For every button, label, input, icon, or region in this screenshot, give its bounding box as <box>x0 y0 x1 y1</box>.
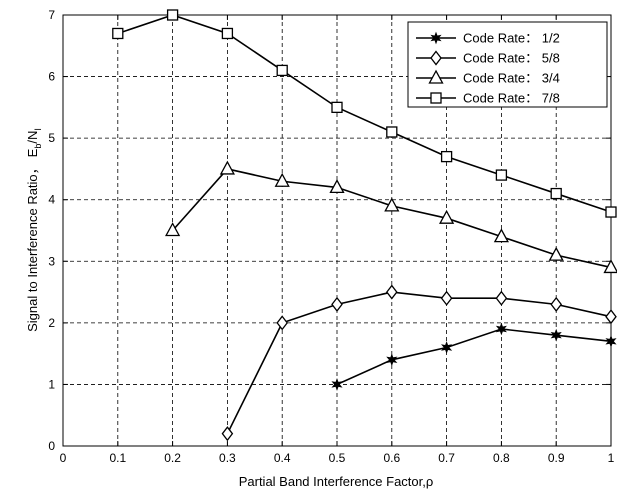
legend-label: Code Rate： 1/2 <box>463 31 560 46</box>
data-point-star <box>605 334 617 348</box>
data-point-square <box>386 126 398 138</box>
data-point-triangle <box>274 172 290 187</box>
y-tick-label: 5 <box>48 131 55 145</box>
series-line <box>336 328 612 386</box>
series-line <box>117 14 612 213</box>
series-square <box>112 9 617 218</box>
data-point-triangle <box>493 228 509 243</box>
data-point-square <box>166 9 179 21</box>
x-tick-label: 0.6 <box>383 451 400 465</box>
data-point-triangle <box>384 197 400 212</box>
data-point-square <box>495 169 508 181</box>
x-tick-label: 0.9 <box>548 451 565 465</box>
y-axis-symbol-i: I <box>33 128 43 131</box>
legend-item: Code Rate： 1/2 <box>416 31 560 46</box>
data-point-square <box>331 101 343 114</box>
y-tick-label: 2 <box>48 316 55 330</box>
series-line <box>226 291 612 435</box>
data-point-diamond <box>605 309 617 325</box>
series-star <box>331 322 617 391</box>
data-point-triangle <box>548 246 564 261</box>
x-tick-label: 0.8 <box>493 451 510 465</box>
data-point-square <box>221 27 234 40</box>
data-point-square <box>440 150 453 163</box>
data-point-diamond <box>550 296 563 312</box>
axis-ticks: 0 0.1 0.2 0.3 0.4 0.5 0.6 0.7 0.8 0.9 1 0 1 2 3 4 5 6 7 <box>48 8 614 465</box>
series-triangle <box>165 160 617 274</box>
data-point-triangle <box>603 259 617 274</box>
legend-label: Code Rate： 7/8 <box>463 91 560 106</box>
grid-lines <box>63 15 611 446</box>
legend-marker-diamond <box>430 50 442 66</box>
data-point-square <box>605 206 617 218</box>
y-axis-symbol-slash-n: /N <box>25 131 40 144</box>
legend-label: Code Rate： 5/8 <box>463 51 560 66</box>
y-tick-label: 0 <box>48 439 55 453</box>
data-point-square <box>550 187 562 200</box>
y-tick-label: 6 <box>48 70 55 84</box>
y-tick-label: 1 <box>48 377 55 391</box>
legend-marker-star <box>430 31 442 45</box>
x-tick-label: 0.1 <box>109 451 126 465</box>
data-point-star <box>386 353 398 367</box>
data-point-square <box>276 64 288 77</box>
y-tick-label: 7 <box>48 8 55 22</box>
legend-item: Code Rate： 5/8 <box>416 50 560 66</box>
x-tick-label: 0.5 <box>329 451 346 465</box>
series-layer <box>112 9 617 442</box>
data-point-diamond <box>221 426 234 442</box>
data-point-square <box>112 27 124 40</box>
data-point-diamond <box>385 284 398 300</box>
x-tick-label: 0.4 <box>274 451 291 465</box>
y-tick-label: 3 <box>48 254 55 268</box>
legend-marker-triangle <box>428 69 444 84</box>
data-point-diamond <box>276 315 289 331</box>
y-axis-symbol-b: b <box>33 144 43 149</box>
x-axis-label: Partial Band Interference Factor,ρ <box>239 474 434 489</box>
y-axis-label-main: Signal to Interference Ratio， <box>25 161 40 332</box>
x-tick-label: 0.7 <box>438 451 455 465</box>
data-point-triangle <box>439 209 455 224</box>
series-diamond <box>221 284 617 442</box>
legend: Code Rate： 1/2 Code Rate： 5/8 Code Rate： 3… <box>407 21 608 108</box>
x-tick-label: 1 <box>608 451 615 465</box>
data-point-star <box>441 341 453 354</box>
legend-item: Code Rate： 7/8 <box>416 91 560 106</box>
data-point-triangle <box>219 160 235 175</box>
legend-label: Code Rate： 3/4 <box>463 71 560 86</box>
data-point-triangle <box>165 222 181 237</box>
data-point-star <box>331 378 343 391</box>
data-point-triangle <box>329 179 345 194</box>
legend-marker-square <box>430 92 442 104</box>
x-tick-label: 0.3 <box>219 451 236 465</box>
y-axis-symbol-e: E <box>25 148 40 157</box>
x-tick-label: 0 <box>60 451 67 465</box>
data-point-diamond <box>331 296 343 312</box>
legend-item: Code Rate： 3/4 <box>416 69 560 86</box>
data-point-diamond <box>495 290 508 306</box>
data-point-star <box>495 322 507 336</box>
x-tick-label: 0.2 <box>164 451 181 465</box>
data-point-star <box>550 328 562 342</box>
y-axis-label: Signal to Interference Ratio， Eb/NI <box>25 128 43 332</box>
y-tick-label: 4 <box>48 193 55 207</box>
data-point-diamond <box>440 290 453 306</box>
